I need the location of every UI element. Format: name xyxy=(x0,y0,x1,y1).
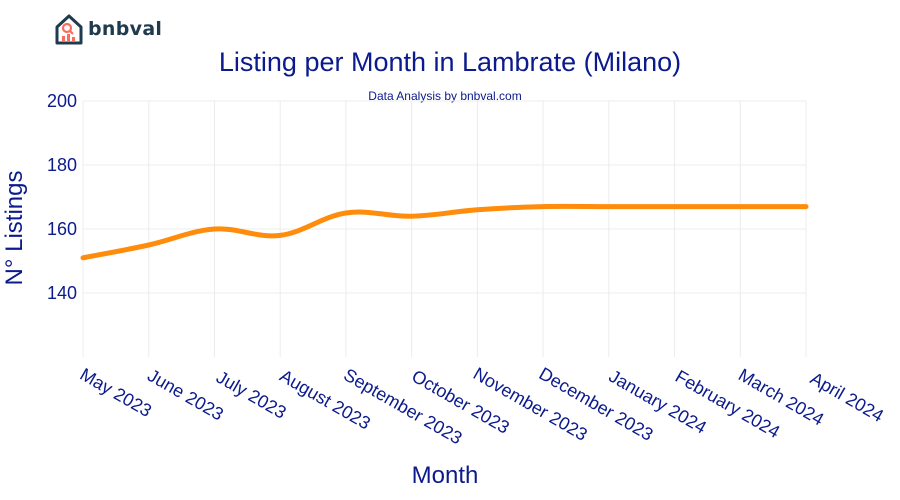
x-tick-label: July 2023 xyxy=(213,367,290,423)
house-chart-icon xyxy=(55,14,83,45)
grid xyxy=(82,100,807,357)
y-tick-label: 180 xyxy=(47,155,77,175)
brand-name: bnbval xyxy=(88,18,163,40)
chart-title: Listing per Month in Lambrate (Milano) xyxy=(219,47,681,77)
chart-subtitle: Data Analysis by bnbval.com xyxy=(368,89,521,103)
y-axis-ticks: 140 160 180 200 xyxy=(47,91,77,303)
y-tick-label: 200 xyxy=(47,91,77,111)
brand-logo: bnbval xyxy=(54,12,162,46)
series-line xyxy=(80,203,809,261)
x-tick-label: December 2023 xyxy=(536,363,657,444)
x-tick-label: September 2023 xyxy=(340,364,465,448)
y-tick-label: 160 xyxy=(47,219,77,239)
y-axis-title: N° Listings xyxy=(1,171,28,286)
y-tick-label: 140 xyxy=(47,283,77,303)
x-tick-label: November 2023 xyxy=(470,363,591,444)
x-tick-label: May 2023 xyxy=(77,364,155,421)
x-axis-title: Month xyxy=(412,462,479,489)
x-tick-label: June 2023 xyxy=(144,365,227,424)
